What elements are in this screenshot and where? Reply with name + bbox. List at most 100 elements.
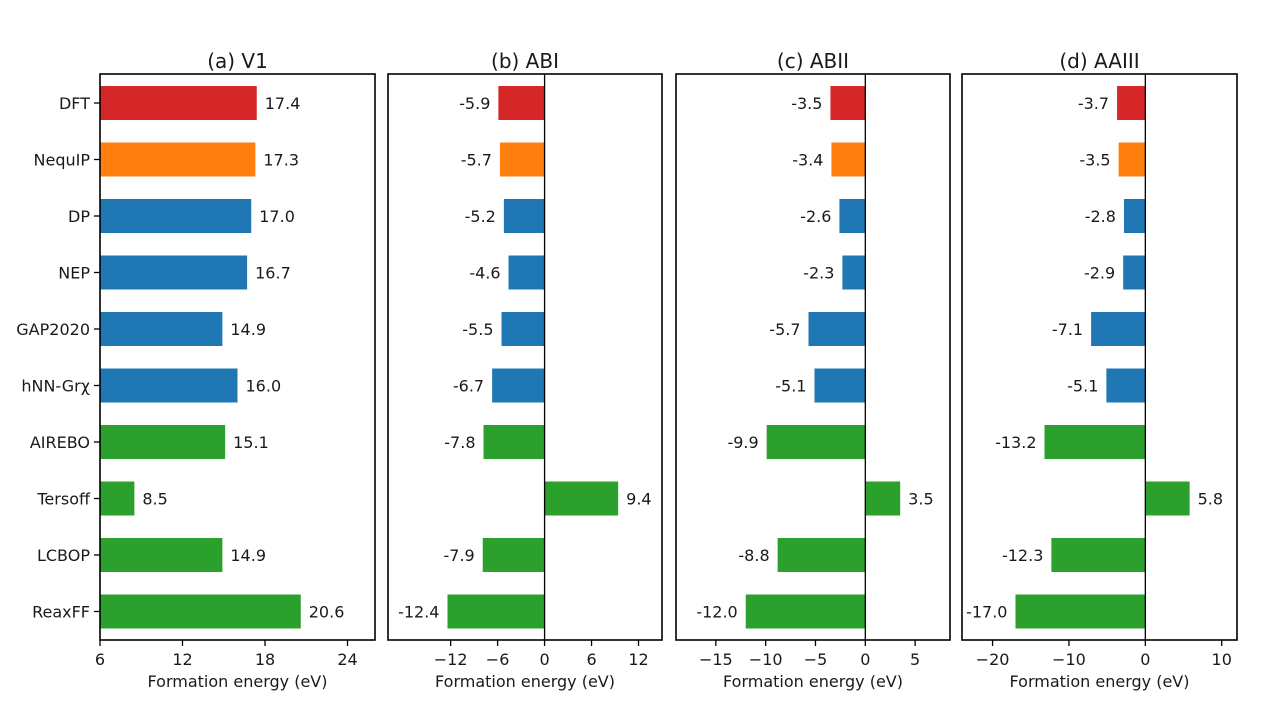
x-axis-label: Formation energy (eV) (148, 672, 328, 691)
panel-1: 17.4 17.3 17.0 16.7 14.9 16.0 15.1 8.5 14.9 20.6 6… (95, 49, 376, 691)
bar (503, 199, 545, 233)
bar (766, 425, 866, 459)
data-label: -13.2 (995, 433, 1036, 452)
bar (492, 368, 545, 403)
data-label: -17.0 (966, 603, 1007, 622)
bar (501, 312, 545, 346)
bar (1044, 425, 1146, 459)
data-label: -4.6 (469, 264, 500, 283)
y-tick-label: DFT (59, 94, 90, 113)
data-label: -2.6 (800, 207, 831, 226)
x-tick-label: 24 (337, 650, 357, 669)
data-label: -2.8 (1085, 207, 1116, 226)
x-tick-label: 10 (1212, 650, 1232, 669)
bar (1123, 255, 1146, 290)
bar (814, 368, 866, 403)
panel-title: (d) AAIII (1059, 49, 1139, 73)
x-tick-label: 5 (910, 650, 920, 669)
bar (1091, 312, 1146, 346)
bar (100, 425, 226, 459)
bar (1118, 142, 1146, 177)
data-label: -2.9 (1084, 264, 1115, 283)
data-label: 9.4 (626, 490, 651, 509)
x-tick-label: 12 (628, 650, 648, 669)
y-tick-label: DP (68, 207, 90, 226)
bar (498, 86, 545, 120)
bar (100, 142, 256, 177)
data-label: 8.5 (142, 490, 167, 509)
x-tick-label: 0 (539, 650, 549, 669)
data-label: -3.5 (1079, 151, 1110, 170)
bar (842, 255, 866, 290)
bar (100, 255, 248, 290)
y-tick-label: NequIP (34, 151, 91, 170)
x-tick-label: 12 (172, 650, 192, 669)
bar (1015, 594, 1146, 629)
data-label: -2.3 (803, 264, 834, 283)
x-tick-label: −10 (1052, 650, 1086, 669)
bar (483, 425, 545, 459)
x-axis-label: Formation energy (eV) (435, 672, 615, 691)
bar (544, 481, 619, 516)
y-tick-label: NEP (58, 264, 90, 283)
data-label: 20.6 (309, 603, 345, 622)
data-label: 16.0 (246, 377, 282, 396)
y-tick-label: AIREBO (30, 433, 90, 452)
y-tick-label: ReaxFF (32, 603, 90, 622)
bar (839, 199, 866, 233)
axes-frame (675, 73, 951, 641)
data-label: -12.0 (696, 603, 737, 622)
bar (100, 538, 223, 572)
data-label: -12.4 (398, 603, 439, 622)
panel-title: (c) ABII (777, 49, 849, 73)
x-tick-label: 6 (95, 650, 105, 669)
data-label: 16.7 (255, 264, 291, 283)
data-label: -3.7 (1078, 94, 1109, 113)
bar (1106, 368, 1146, 403)
data-label: -8.8 (738, 546, 769, 565)
bar (745, 594, 866, 629)
bar (100, 312, 223, 346)
x-axis-label: Formation energy (eV) (723, 672, 903, 691)
panel-4: -3.7 -3.5 -2.8 -2.9 -7.1 -5.1 -13.2 5.8 -12.3 -17… (961, 49, 1238, 691)
panel-title: (b) ABI (491, 49, 559, 73)
bar (100, 481, 135, 516)
bar (808, 312, 866, 346)
bar (100, 199, 252, 233)
x-tick-label: 0 (860, 650, 870, 669)
x-axis-label: Formation energy (eV) (1010, 672, 1190, 691)
y-axis-model-labels: DFT NequIP DP NEP GAP2020 hNN-Grχ AIREBO Tersof… (16, 94, 100, 622)
x-tick-label: −12 (434, 650, 468, 669)
bar (777, 538, 866, 572)
bar (100, 86, 257, 120)
panel-3: -3.5 -3.4 -2.6 -2.3 -5.7 -5.1 -9.9 3.5 -8.8 -12.0… (675, 49, 951, 691)
data-label: -9.9 (727, 433, 758, 452)
x-tick-label: 18 (255, 650, 275, 669)
data-label: -5.7 (769, 320, 800, 339)
axes-frame (961, 73, 1238, 641)
data-label: 17.3 (263, 151, 299, 170)
data-label: -5.7 (461, 151, 492, 170)
bar (499, 142, 545, 177)
data-label: -5.1 (1067, 377, 1098, 396)
data-label: 17.0 (259, 207, 295, 226)
bar (1051, 538, 1146, 572)
axes-frame (387, 73, 663, 641)
bar (482, 538, 545, 572)
data-label: 3.5 (908, 490, 933, 509)
data-label: -5.2 (465, 207, 496, 226)
x-tick-label: −10 (749, 650, 783, 669)
bar (100, 368, 238, 403)
bar (1123, 199, 1146, 233)
data-label: 15.1 (233, 433, 269, 452)
data-label: -6.7 (453, 377, 484, 396)
y-tick-label: Tersoff (36, 490, 91, 509)
bar (447, 594, 545, 629)
panel-2: -5.9 -5.7 -5.2 -4.6 -5.5 -6.7 -7.8 9.4 -7.9 -12.4… (387, 49, 663, 691)
x-tick-label: 0 (1140, 650, 1150, 669)
data-label: 14.9 (230, 546, 266, 565)
data-label: -3.4 (792, 151, 823, 170)
bar (508, 255, 545, 290)
x-tick-label: −20 (976, 650, 1010, 669)
